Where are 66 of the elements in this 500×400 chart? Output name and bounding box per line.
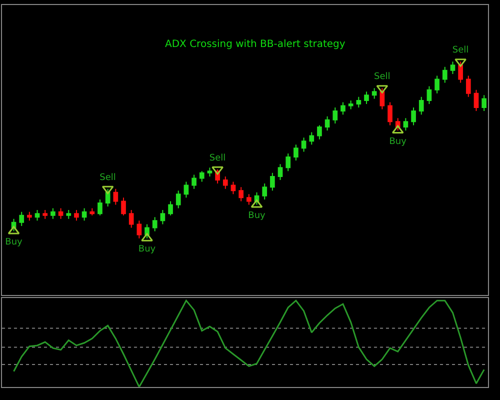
candlestick <box>192 174 196 190</box>
series-label: Sell <box>100 172 116 183</box>
candlestick <box>309 132 314 146</box>
chart-title: ADX Crossing with BB-alert strategy <box>165 39 346 50</box>
text: Buy <box>5 238 22 248</box>
candlestick <box>58 208 64 220</box>
candlestick <box>199 170 204 182</box>
candlestick <box>356 96 362 108</box>
candlestick <box>50 208 56 220</box>
candlestick <box>466 75 471 98</box>
series-label: Buy <box>389 136 408 147</box>
candlestick <box>278 164 283 180</box>
text: Sell <box>374 72 390 82</box>
candlestick <box>27 211 32 222</box>
candlestick <box>442 66 448 84</box>
candlestick <box>482 94 486 112</box>
candlestick <box>98 198 102 216</box>
candlestick <box>411 107 416 126</box>
candlestick <box>348 100 354 110</box>
candlestick <box>426 86 432 104</box>
candlestick <box>246 194 252 206</box>
candlestick <box>66 210 72 220</box>
candlestick <box>207 167 212 177</box>
text: Sell <box>209 154 226 164</box>
text: Sell <box>452 46 469 56</box>
candlestick <box>160 210 166 225</box>
candlestick <box>184 181 189 198</box>
candlestick <box>332 107 338 124</box>
candlestick <box>458 61 463 84</box>
point <box>212 166 224 175</box>
candlestick <box>262 183 268 200</box>
text: Buy <box>248 211 266 222</box>
candlestick <box>372 88 377 100</box>
candlestick <box>113 188 118 206</box>
text: Buy <box>138 244 156 255</box>
candlestick <box>121 197 126 216</box>
candlestick <box>42 210 48 220</box>
point <box>141 233 153 242</box>
candlestick <box>82 208 87 222</box>
point <box>392 125 404 134</box>
candlestick <box>434 75 440 94</box>
candlestick <box>238 186 244 202</box>
candlestick <box>152 216 158 232</box>
candlestick <box>294 144 298 162</box>
candlestick <box>474 89 479 112</box>
candlestick <box>34 210 40 222</box>
candlestick <box>168 200 173 216</box>
candlestick <box>74 210 79 222</box>
candlestick <box>364 91 369 104</box>
candlestick <box>301 137 306 152</box>
candlestick <box>403 118 408 132</box>
candlestick <box>418 96 424 116</box>
candlestick <box>270 172 275 192</box>
candlestick <box>128 210 134 228</box>
candlestick <box>222 176 228 190</box>
candlestick <box>19 211 24 226</box>
candlestick <box>340 102 346 116</box>
candlestick <box>90 208 95 216</box>
candlestick <box>317 124 322 140</box>
candlestick <box>324 116 330 132</box>
candlestick <box>230 181 236 195</box>
candlestick <box>286 152 291 172</box>
candlestick <box>136 220 142 239</box>
candlestick <box>176 190 181 209</box>
candlestick <box>450 61 456 74</box>
candlestick <box>388 102 392 126</box>
